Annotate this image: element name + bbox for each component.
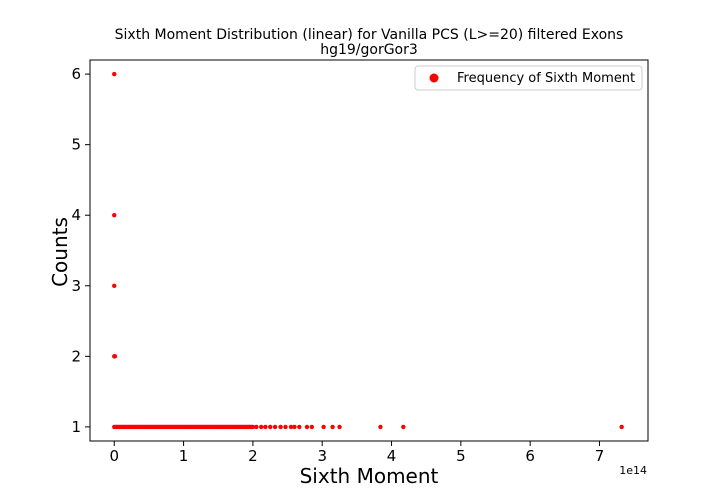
x-tick-label: 4 [387, 447, 397, 465]
data-point [250, 424, 256, 430]
data-point [112, 283, 117, 288]
data-point [263, 424, 268, 430]
legend-frame [414, 65, 643, 91]
y-tick-label: 5 [71, 136, 81, 154]
data-point [378, 424, 383, 430]
points-layer [112, 71, 624, 430]
chart-title: Sixth Moment Distribution (linear) for V… [115, 27, 624, 43]
data-point [283, 424, 288, 430]
y-axis-ticks: 1 2 3 4 5 6 [71, 65, 90, 436]
legend-marker [429, 73, 439, 83]
x-tick-label: 1 [179, 447, 189, 465]
data-point [321, 424, 326, 430]
y-tick-label: 4 [71, 206, 81, 224]
data-point [330, 424, 335, 430]
data-point [401, 424, 406, 430]
data-point [112, 354, 118, 359]
y-tick-label: 2 [71, 347, 81, 365]
legend-label: Frequency of Sixth Moment [457, 71, 635, 86]
x-axis-offset-label: 1e14 [619, 464, 647, 477]
x-tick-label: 0 [109, 447, 119, 465]
data-point [278, 424, 283, 430]
data-point [112, 213, 117, 218]
data-point [259, 424, 264, 430]
x-axis-label: Sixth Moment [300, 464, 439, 488]
legend: Frequency of Sixth Moment [414, 65, 643, 91]
x-tick-label: 7 [595, 447, 605, 465]
x-tick-label: 2 [248, 447, 258, 465]
x-tick-label: 3 [317, 447, 327, 465]
data-point [297, 424, 302, 430]
y-tick-label: 3 [71, 277, 81, 295]
data-point [272, 424, 278, 430]
data-point [619, 424, 624, 430]
y-axis-label: Counts [48, 217, 72, 287]
data-point [292, 424, 297, 430]
data-point [309, 424, 315, 430]
plot-frame [89, 59, 649, 442]
y-tick-label: 1 [71, 418, 81, 436]
data-point [304, 424, 310, 430]
data-point [337, 424, 342, 430]
y-tick-label: 6 [71, 65, 81, 83]
data-point [268, 424, 273, 430]
data-point [288, 424, 294, 430]
x-tick-label: 6 [525, 447, 535, 465]
chart-subtitle: hg19/gorGor3 [320, 42, 418, 58]
x-tick-label: 5 [456, 447, 466, 465]
x-axis-ticks: 0 1 2 3 4 5 6 7 [109, 441, 604, 465]
data-point [112, 71, 117, 77]
data-point [254, 424, 259, 430]
